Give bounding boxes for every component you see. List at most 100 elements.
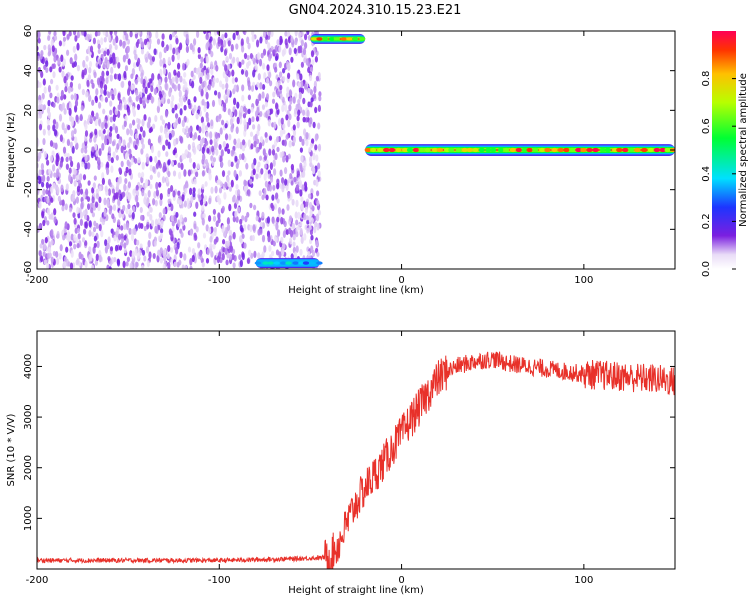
noise-speck	[302, 109, 306, 116]
noise-speck	[205, 33, 209, 41]
noise-speck	[281, 49, 285, 57]
noise-speck	[279, 129, 283, 138]
noise-speck	[284, 104, 288, 112]
noise-speck	[123, 70, 127, 79]
noise-speck	[124, 152, 128, 161]
noise-speck	[95, 150, 99, 157]
signal-blob	[316, 37, 323, 41]
noise-speck	[213, 238, 217, 245]
noise-speck	[292, 128, 297, 137]
noise-speck	[135, 95, 139, 102]
noise-speck	[66, 138, 70, 146]
noise-speck	[159, 125, 163, 134]
noise-speck	[215, 77, 219, 84]
noise-speck	[67, 85, 71, 94]
noise-speck	[218, 99, 222, 106]
noise-speck	[292, 135, 296, 144]
noise-speck	[118, 176, 123, 185]
noise-speck	[316, 200, 320, 207]
noise-speck	[230, 43, 234, 52]
noise-speck	[237, 142, 241, 149]
noise-speck	[252, 69, 256, 78]
noise-speck	[228, 254, 232, 261]
noise-speck	[48, 31, 52, 35]
noise-speck	[91, 196, 95, 204]
noise-speck	[75, 114, 79, 123]
noise-speck	[123, 31, 127, 36]
noise-speck	[228, 235, 232, 242]
noise-speck	[76, 42, 80, 51]
noise-speck	[142, 130, 146, 138]
noise-speck	[106, 161, 110, 170]
noise-speck	[302, 116, 306, 123]
noise-speck	[313, 86, 317, 94]
noise-speck	[94, 128, 98, 136]
noise-speck	[209, 36, 213, 42]
noise-speck	[245, 70, 249, 78]
noise-speck	[315, 154, 319, 162]
noise-speck	[221, 119, 225, 126]
noise-speck	[64, 86, 68, 93]
noise-speck	[48, 168, 52, 175]
noise-speck	[262, 31, 267, 38]
noise-speck	[167, 245, 171, 252]
noise-speck	[284, 38, 288, 46]
noise-speck	[141, 171, 145, 179]
noise-speck	[177, 117, 181, 125]
noise-speck	[47, 85, 52, 93]
noise-speck	[201, 98, 205, 106]
noise-speck	[112, 52, 116, 59]
signal-blob	[262, 261, 269, 265]
noise-speck	[279, 71, 283, 78]
noise-speck	[131, 211, 135, 220]
noise-speck	[58, 252, 62, 260]
noise-speck	[318, 91, 322, 97]
noise-speck	[206, 41, 210, 47]
x-tick-label: 100	[574, 275, 593, 286]
noise-speck	[238, 170, 242, 177]
noise-speck	[169, 43, 173, 51]
noise-speck	[310, 97, 314, 103]
noise-speck	[47, 207, 51, 216]
noise-speck	[285, 134, 289, 140]
noise-speck	[79, 211, 84, 219]
noise-speck	[220, 42, 224, 49]
noise-speck	[290, 163, 294, 171]
noise-speck	[157, 217, 161, 226]
noise-speck	[263, 72, 267, 80]
noise-speck	[101, 133, 105, 141]
noise-speck	[208, 173, 212, 181]
noise-speck	[99, 216, 103, 223]
noise-speck	[74, 136, 78, 144]
noise-speck	[126, 256, 130, 262]
noise-speck	[265, 194, 269, 201]
y-tick-label: 3000	[23, 404, 34, 429]
x-tick-label: 0	[398, 575, 404, 586]
noise-speck	[282, 123, 286, 130]
noise-speck	[235, 183, 239, 190]
noise-speck	[129, 250, 133, 257]
signal-blob	[280, 261, 287, 265]
noise-speck	[87, 74, 91, 81]
signal-blob	[490, 147, 497, 153]
noise-speck	[296, 73, 300, 80]
noise-speck	[128, 96, 132, 103]
noise-speck	[68, 207, 73, 213]
chart-title: GN04.2024.310.15.23.E21	[289, 3, 462, 18]
noise-speck	[149, 155, 153, 162]
noise-speck	[307, 87, 311, 94]
noise-speck	[110, 157, 114, 164]
noise-speck	[139, 126, 143, 133]
noise-speck	[75, 142, 79, 150]
noise-speck	[272, 91, 276, 98]
noise-speck	[193, 211, 197, 217]
noise-speck	[288, 47, 292, 56]
noise-speck	[179, 251, 183, 259]
noise-speck	[237, 206, 241, 214]
noise-speck	[117, 61, 121, 69]
noise-speck	[300, 61, 304, 68]
noise-speck	[298, 91, 302, 100]
noise-speck	[259, 111, 263, 117]
noise-speck	[38, 201, 42, 209]
noise-speck	[108, 266, 112, 269]
